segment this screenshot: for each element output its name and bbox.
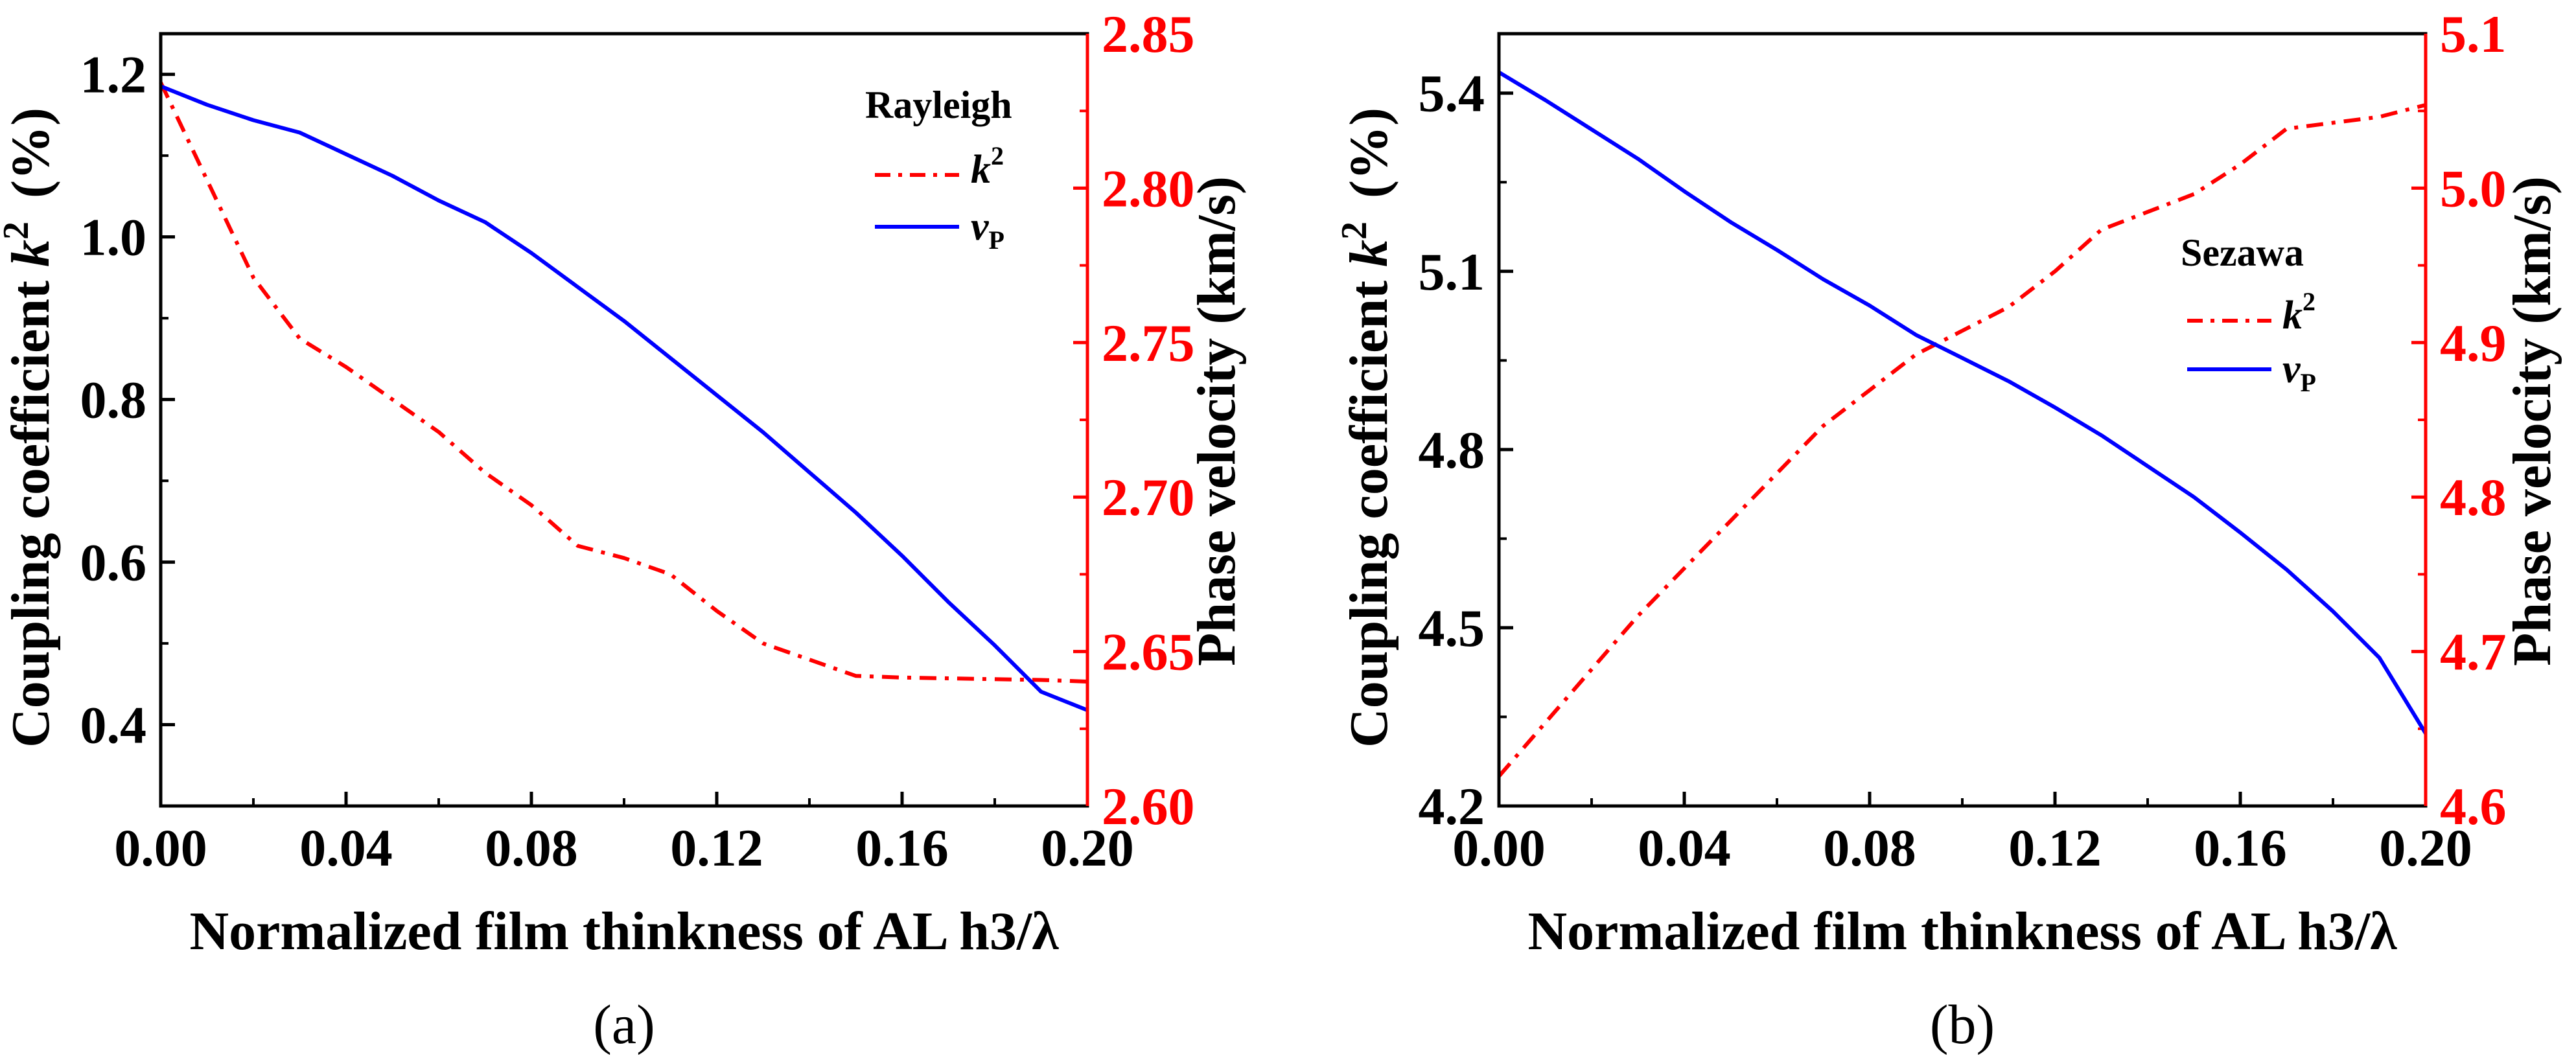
panel-a-y-right-tick-label: 2.60 — [1102, 777, 1195, 836]
panel-a-series — [159, 82, 1089, 712]
panel-a-x-tick-label: 0.08 — [485, 818, 578, 877]
panel-b-caption: (b) — [1930, 993, 1995, 1055]
panel-b-series-vP-line — [1498, 71, 2428, 735]
panel-a-legend-vp-label: vP — [971, 205, 1004, 255]
panel-b-y-right-tick-label: 5.1 — [2440, 5, 2507, 63]
panel-a-x-tick-label: 0.04 — [299, 818, 393, 877]
panel-b-legend-title: Sezawa — [2181, 231, 2304, 274]
panel-b-series — [1497, 71, 2428, 778]
panel-a-y-right-tick-label: 2.85 — [1102, 5, 1195, 63]
panel-a-caption: (a) — [593, 993, 655, 1055]
panel-a-y-right-tick-label: 2.70 — [1102, 468, 1195, 527]
panel-a-ticks: 0.00 0.04 0.08 0.12 0.16 0.20 0.4 0.6 0.8 1.0 1.2 2… — [80, 5, 1195, 877]
panel-b-y-left-title: Coupling coefficient k2(%) — [1334, 108, 1399, 748]
panel-b-ticks: 0.00 0.04 0.08 0.12 0.16 0.20 4.2 4.5 4.8 5.1 5.4 4… — [1419, 5, 2507, 877]
panel-a-series-vP-line — [159, 84, 1089, 712]
panel-b-y-left-tick-label: 5.4 — [1419, 64, 1485, 123]
panel-a-x-tick-label: 0.12 — [670, 818, 763, 877]
panel-a-y-right-tick-label: 2.65 — [1102, 623, 1195, 682]
panel-b-x-tick-label: 0.00 — [1452, 818, 1546, 877]
panel-b-legend-k2-label: k2 — [2282, 287, 2315, 338]
panel-b-legend: Sezawa k2 vP — [2181, 231, 2316, 397]
panel-b-x-title: Normalized film thinkness of AL h3/λ — [1527, 901, 2397, 961]
panel-b-y-left-tick-label: 4.8 — [1419, 420, 1485, 479]
panel-b-x-tick-label: 0.12 — [2008, 818, 2102, 877]
panel-a-y-left-tick-label: 0.4 — [80, 696, 147, 755]
panel-b-y-left-tick-label: 4.2 — [1419, 777, 1485, 836]
panel-a-series-k2-line — [159, 82, 1088, 684]
panel-b-x-tick-label: 0.04 — [1638, 818, 1731, 877]
panel-b-y-right-tick-label: 4.7 — [2440, 623, 2507, 682]
panel-a-x-tick-label: 0.00 — [114, 818, 207, 877]
panel-a-x-tick-label: 0.20 — [1041, 818, 1134, 877]
panel-b-legend-vp-label: vP — [2282, 347, 2316, 397]
panel-b-x-tick-label: 0.08 — [1823, 818, 1916, 877]
panel-b-x-tick-label: 0.20 — [2379, 818, 2472, 877]
panel-a-y-right-tick-label: 2.80 — [1102, 159, 1195, 218]
panel-b-y-left-tick-label: 5.1 — [1419, 242, 1485, 301]
panel-a-y-left-tick-label: 0.8 — [80, 371, 147, 430]
panel-b-y-right-tick-label: 5.0 — [2440, 159, 2507, 218]
panel-a-x-title: Normalized film thinkness of AL h3/λ — [189, 901, 1059, 961]
panel-a-y-left-tick-label: 1.0 — [80, 208, 147, 267]
panel-a-y-right-title: Phase velocity (km/s) — [1187, 176, 1247, 666]
panel-a-y-right-tick-label: 2.75 — [1102, 314, 1195, 373]
panel-a: 0.00 0.04 0.08 0.12 0.16 0.20 0.4 0.6 0.8 1.0 1.2 2… — [0, 5, 1247, 1055]
panel-b-x-tick-label: 0.16 — [2194, 818, 2287, 877]
panel-a-y-left-tick-label: 1.2 — [80, 45, 147, 104]
panel-a-legend-k2-label: k2 — [971, 141, 1004, 192]
panel-a-y-left-tick-label: 0.6 — [80, 533, 147, 592]
panel-b-y-right-tick-label: 4.6 — [2440, 777, 2507, 836]
panel-a-y-left-title: Coupling coefficient k2(%) — [0, 108, 61, 748]
panel-b-y-left-tick-label: 4.5 — [1419, 599, 1485, 658]
panel-a-legend: Rayleigh k2 vP — [865, 84, 1012, 255]
panel-b-series-k2-line — [1497, 103, 2426, 778]
panel-b-y-right-tick-label: 4.9 — [2440, 314, 2507, 373]
panel-b-y-right-tick-label: 4.8 — [2440, 468, 2507, 527]
panel-b: 0.00 0.04 0.08 0.12 0.16 0.20 4.2 4.5 4.8 5.1 5.4 4… — [1334, 5, 2562, 1055]
panel-b-y-right-title: Phase velocity (km/s) — [2502, 176, 2562, 666]
panel-a-legend-title: Rayleigh — [865, 84, 1012, 126]
panel-a-x-tick-label: 0.16 — [855, 818, 949, 877]
